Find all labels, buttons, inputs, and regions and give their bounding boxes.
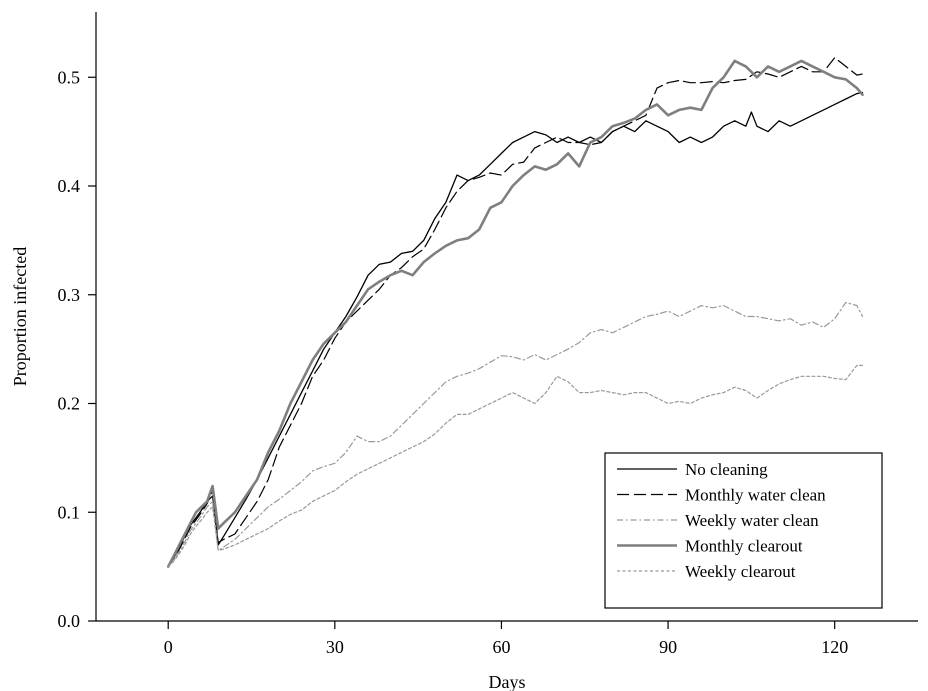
legend-label: Weekly water clean (685, 511, 819, 530)
x-tick-label: 120 (821, 637, 848, 657)
legend-label: Monthly clearout (685, 537, 803, 556)
series-line-weekly-clearout (167, 364, 864, 568)
y-tick-label: 0.4 (58, 176, 81, 196)
y-tick-label: 0.0 (58, 611, 81, 631)
series-line-monthly-clearout (166, 59, 864, 568)
series-layer (166, 57, 864, 568)
x-tick-label: 90 (659, 637, 677, 657)
legend-label: Weekly clearout (685, 562, 796, 581)
series-line-monthly-water-clean (167, 57, 864, 568)
legend: No cleaning Monthly water clean Weekly wat… (604, 452, 883, 609)
y-tick-label: 0.5 (58, 67, 81, 87)
y-tick-label: 0.3 (58, 285, 81, 305)
series-line-weekly-water-clean (167, 301, 864, 568)
chart-axes: 0.0 0.1 0.2 0.3 0.4 0.5 0 30 60 90 120 (58, 12, 918, 657)
x-tick-label: 30 (326, 637, 344, 657)
x-tick-label: 0 (164, 637, 173, 657)
y-tick-label: 0.2 (58, 394, 81, 414)
legend-label: Monthly water clean (685, 486, 826, 505)
x-tick-label: 60 (492, 637, 510, 657)
legend-box (604, 452, 883, 609)
legend-label: No cleaning (685, 460, 768, 479)
x-axis-title: Days (489, 672, 526, 691)
y-axis-title: Proportion infected (10, 247, 30, 386)
series-line-no-cleaning (167, 91, 864, 568)
y-tick-label: 0.1 (58, 502, 81, 522)
